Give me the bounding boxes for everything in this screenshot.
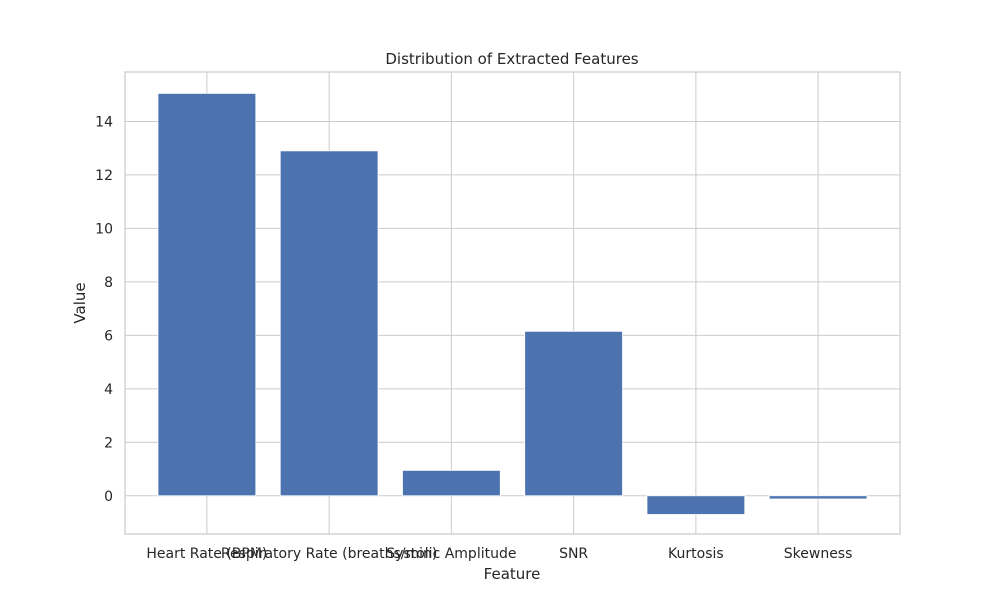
y-tick-label: 0: [104, 489, 113, 505]
y-axis-label: Value: [71, 282, 89, 323]
x-axis-ticks: Heart Rate (BPM)Respiratory Rate (breath…: [146, 546, 852, 562]
y-tick-label: 14: [95, 114, 113, 130]
bar: [157, 92, 257, 497]
x-tick-label: Heart Rate (BPM): [146, 546, 267, 562]
x-axis-label: Feature: [484, 565, 541, 583]
y-tick-label: 10: [95, 221, 113, 237]
bar: [646, 495, 746, 515]
x-tick-label: Kurtosis: [668, 546, 724, 562]
bar: [402, 469, 501, 497]
y-tick-label: 6: [104, 328, 113, 344]
bar: [279, 150, 379, 497]
y-tick-label: 2: [104, 435, 113, 451]
bars: [157, 92, 868, 515]
y-tick-label: 4: [104, 382, 113, 398]
x-tick-label: Respiratory Rate (breaths/min): [221, 546, 437, 562]
y-tick-label: 12: [95, 168, 113, 184]
y-axis-ticks: 0 2 4 6 8 10 12 14: [95, 114, 113, 504]
bar: [524, 330, 623, 497]
x-tick-label: SNR: [559, 546, 588, 562]
x-tick-label: Systolic Amplitude: [386, 546, 516, 562]
y-tick-label: 8: [104, 275, 113, 291]
bar: [768, 495, 868, 500]
plot-frame: [124, 71, 901, 535]
x-tick-label: Skewness: [784, 546, 853, 562]
chart-title: Distribution of Extracted Features: [385, 50, 638, 68]
